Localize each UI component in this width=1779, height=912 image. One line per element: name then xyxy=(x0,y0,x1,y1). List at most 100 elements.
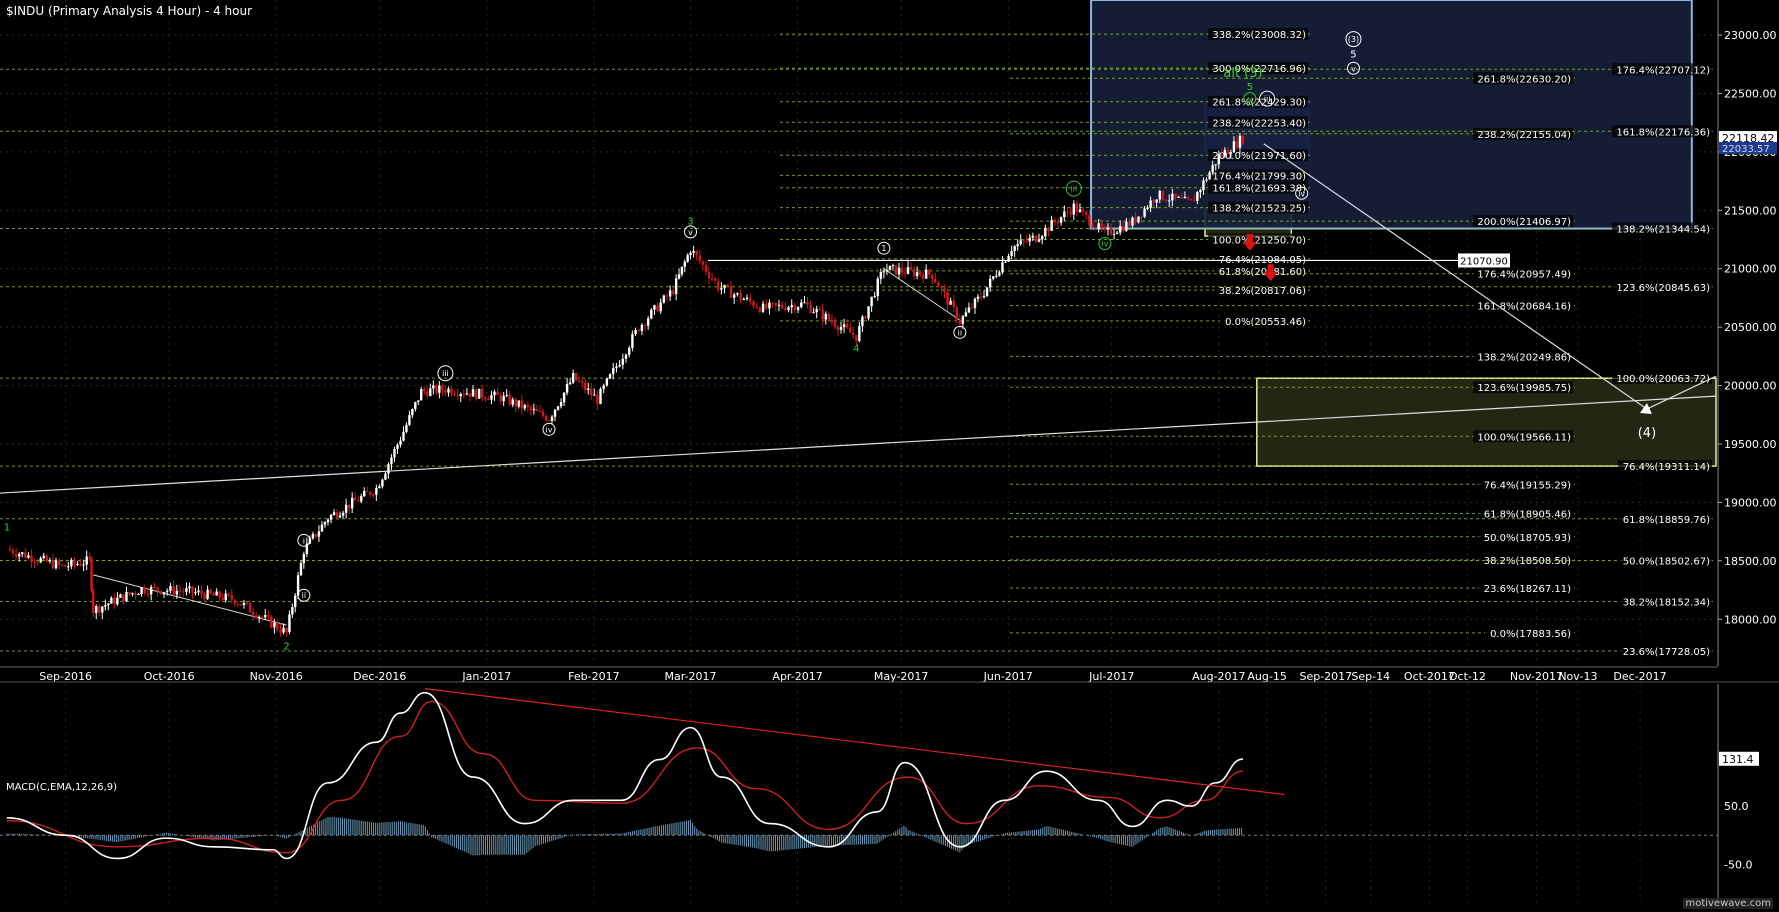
fib-mid-label-bg xyxy=(1208,62,1308,75)
time-axis-label: Apr-2017 xyxy=(772,670,822,683)
price-bar-body xyxy=(511,399,514,405)
fib-far-label-bg xyxy=(1618,595,1712,608)
price-bar-body xyxy=(961,316,965,324)
price-bar-body xyxy=(704,264,708,272)
price-bar-body xyxy=(338,515,342,518)
price-bar-body xyxy=(48,559,52,562)
price-bar-body xyxy=(248,603,252,613)
price-bar-body xyxy=(955,307,958,320)
price-axis-label: 21500.00 xyxy=(1724,204,1777,217)
price-bar-body xyxy=(707,271,711,279)
price-bar-body xyxy=(806,302,809,305)
price-bar-body xyxy=(471,389,475,397)
price-bar-body xyxy=(236,603,240,605)
price-bar-body xyxy=(153,586,156,588)
price-bar-body xyxy=(544,415,548,421)
wave-label: 1 xyxy=(4,522,10,533)
price-bar-body xyxy=(206,589,209,600)
price-bar-body xyxy=(218,591,221,599)
price-bar-body xyxy=(726,284,729,287)
price-bar-body xyxy=(674,278,678,294)
fib-far-label-bg xyxy=(1618,512,1712,525)
fib-right-label-bg xyxy=(1473,350,1573,363)
time-axis-label: Aug-15 xyxy=(1247,670,1286,683)
price-bar-body xyxy=(547,420,551,422)
price-bar-body xyxy=(985,287,989,296)
fib-mid-label: 100.0%(21250.70) xyxy=(1212,235,1306,246)
price-bar-body xyxy=(1155,199,1158,203)
fib-far-label: 61.8%(18859.76) xyxy=(1623,515,1710,526)
price-bar-body xyxy=(432,385,435,389)
price-bar-body xyxy=(618,364,621,367)
fib-mid-label-bg xyxy=(1208,28,1308,41)
price-bar-body xyxy=(33,561,36,563)
price-bar-body xyxy=(1158,190,1161,200)
price-bar-body xyxy=(1196,192,1199,202)
wave-label: iii xyxy=(1264,95,1271,104)
wave-label: 5 xyxy=(1247,82,1253,93)
price-bar-body xyxy=(104,605,107,607)
fib-right-label: 50.0%(18705.93) xyxy=(1484,533,1571,544)
fib-mid-label-bg xyxy=(1214,252,1308,265)
price-bar-body xyxy=(282,627,285,633)
price-bar-body xyxy=(54,560,58,569)
price-bar-body xyxy=(836,326,840,331)
price-bar-body xyxy=(556,406,560,410)
price-bar-body xyxy=(541,411,545,416)
fib-right-label-bg xyxy=(1479,530,1573,543)
wave-label: 1 xyxy=(881,244,886,253)
price-bar-body xyxy=(1085,211,1088,215)
fib-mid-label: 161.8%(21693.38) xyxy=(1212,184,1306,195)
price-bar-body xyxy=(194,592,197,594)
macd-label: MACD(C,EMA,12,26,9) xyxy=(6,782,118,793)
price-bar-body xyxy=(125,591,128,602)
price-bar-body xyxy=(550,416,554,422)
price-bar-body xyxy=(830,319,834,322)
price-bar-body xyxy=(314,533,318,537)
wave-label-circle xyxy=(297,588,311,602)
price-bar-body xyxy=(1088,214,1091,226)
trendlines: 21070.90 xyxy=(0,143,1717,626)
price-bar-body xyxy=(1146,207,1149,209)
price-axis-label: 19500.00 xyxy=(1724,438,1777,451)
price-bar-body xyxy=(166,590,169,593)
price-bar-body xyxy=(1171,193,1174,201)
price-bar-body xyxy=(900,267,904,273)
price-bar-body xyxy=(264,615,267,618)
wave-label-circle xyxy=(684,225,698,239)
price-bar-body xyxy=(656,305,659,312)
price-bar-body xyxy=(332,512,336,516)
price-bar-body xyxy=(172,586,175,595)
price-bar-body xyxy=(774,303,777,306)
price-bar-body xyxy=(1180,197,1183,199)
price-bar-body xyxy=(1078,209,1082,213)
fib-far-label: 176.4%(22707.12) xyxy=(1616,65,1710,76)
price-bar-body xyxy=(918,272,922,275)
price-bar-body xyxy=(411,409,414,416)
axes: 23000.0022500.0022000.0021500.0021000.00… xyxy=(0,0,1779,683)
price-bar-body xyxy=(815,309,818,313)
time-axis-label: Jun-2017 xyxy=(983,670,1033,683)
price-bar-body xyxy=(450,388,453,395)
price-bar-body xyxy=(562,392,566,403)
price-bar-body xyxy=(861,316,864,327)
price-bar-body xyxy=(755,306,758,308)
price-bar-body xyxy=(973,298,977,308)
fib-right-label-bg xyxy=(1473,267,1573,280)
price-bars xyxy=(8,133,1245,637)
price-bar-body xyxy=(21,552,24,554)
price-bar-body xyxy=(1044,227,1047,237)
price-bar-body xyxy=(1149,200,1152,208)
price-bar-body xyxy=(1019,240,1022,245)
price-bar-body xyxy=(381,479,384,487)
price-bar-body xyxy=(294,595,297,608)
fib-right-label: 38.2%(18508.50) xyxy=(1484,556,1571,567)
price-bar-body xyxy=(134,592,137,595)
price-bar-body xyxy=(1059,217,1063,223)
price-bar-body xyxy=(92,590,95,613)
price-bar-body xyxy=(1241,135,1245,144)
time-axis-label: Dec-2017 xyxy=(1613,670,1666,683)
time-axis-label: Jan-2017 xyxy=(461,670,511,683)
fib-right-label-bg xyxy=(1485,626,1573,639)
price-bar-body xyxy=(827,313,831,320)
